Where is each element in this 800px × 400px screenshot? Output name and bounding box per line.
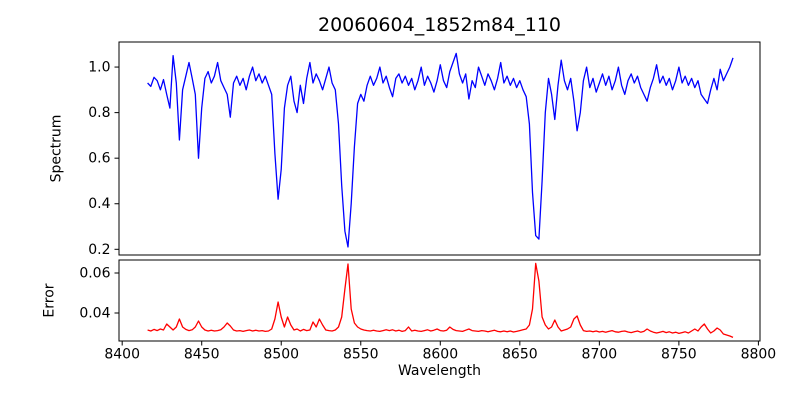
x-tick-label: 8550	[343, 347, 379, 363]
y-tick-label: 0.04	[79, 306, 110, 322]
error-y-axis-label: Error	[41, 283, 58, 318]
spectrum-y-axis-label: Spectrum	[48, 114, 65, 183]
y-tick-label: 0.4	[88, 196, 110, 212]
y-tick-label: 0.06	[79, 266, 110, 282]
x-tick-label: 8450	[184, 347, 220, 363]
x-tick-label: 8500	[263, 347, 299, 363]
error-line	[147, 262, 734, 338]
chart-title: 20060604_1852m84_110	[317, 14, 561, 36]
y-tick-label: 0.2	[88, 242, 110, 258]
x-tick-label: 8600	[422, 347, 458, 363]
spectrum-line	[147, 52, 734, 248]
x-tick-label: 8750	[661, 347, 697, 363]
x-tick-label: 8700	[582, 347, 618, 363]
x-tick-label: 8650	[502, 347, 538, 363]
x-axis-label: Wavelength	[397, 363, 482, 379]
y-tick-label: 0.6	[88, 151, 110, 167]
x-tick-label: 8400	[104, 347, 140, 363]
y-tick-label: 0.8	[88, 105, 110, 121]
y-tick-label: 1.0	[88, 60, 110, 76]
x-tick-label: 8800	[741, 347, 777, 363]
panel-frame	[118, 41, 761, 256]
panel-frame	[118, 259, 761, 342]
